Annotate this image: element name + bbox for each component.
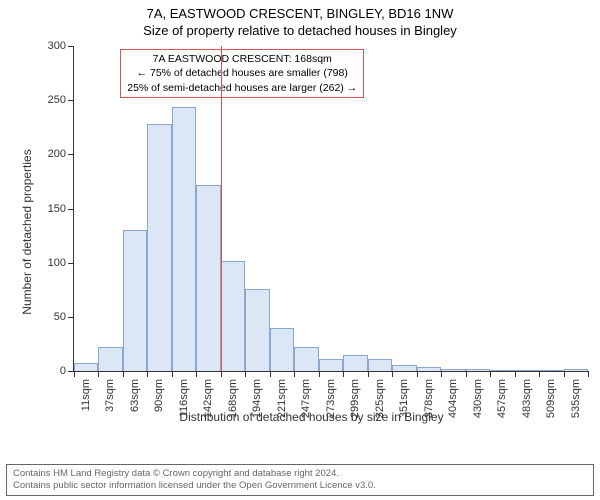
x-tick — [319, 371, 320, 377]
histogram-bar — [539, 370, 563, 371]
annotation-line: 7A EASTWOOD CRESCENT: 168sqm — [127, 52, 357, 66]
x-tick — [294, 371, 295, 377]
histogram-bar — [466, 369, 490, 371]
histogram-bar — [123, 230, 147, 371]
x-tick — [270, 371, 271, 377]
y-tick-label: 150 — [48, 203, 74, 215]
x-tick — [441, 371, 442, 377]
histogram-bar — [319, 359, 343, 371]
y-tick-label: 0 — [60, 365, 74, 377]
x-tick — [196, 371, 197, 377]
x-tick-label: 63sqm — [129, 379, 141, 412]
x-tick — [343, 371, 344, 377]
y-tick-label: 300 — [48, 40, 74, 52]
x-tick-label: 37sqm — [104, 379, 116, 412]
y-tick-label: 250 — [48, 94, 74, 106]
footer-attribution: Contains HM Land Registry data © Crown c… — [6, 464, 594, 496]
chart-subtitle: Size of property relative to detached ho… — [0, 23, 600, 38]
histogram-bar — [98, 347, 122, 371]
y-tick-label: 50 — [54, 311, 74, 323]
histogram-bar — [245, 289, 269, 371]
x-tick — [515, 371, 516, 377]
x-tick-label: 90sqm — [153, 379, 165, 412]
histogram-bar — [172, 107, 196, 371]
histogram-bar — [147, 124, 171, 371]
x-tick — [539, 371, 540, 377]
x-axis-label: Distribution of detached houses by size … — [179, 410, 443, 424]
histogram-bar — [294, 347, 318, 371]
x-tick-label: 509sqm — [545, 379, 557, 418]
annotation-line: ← 75% of detached houses are smaller (79… — [127, 66, 357, 80]
x-tick-label: 11sqm — [80, 379, 92, 411]
x-tick — [98, 371, 99, 377]
x-tick-label: 535sqm — [570, 379, 582, 418]
x-tick — [417, 371, 418, 377]
chart-title-block: 7A, EASTWOOD CRESCENT, BINGLEY, BD16 1NW… — [0, 0, 600, 38]
x-tick-label: 404sqm — [447, 379, 459, 418]
y-axis-label: Number of detached properties — [20, 149, 34, 314]
histogram-bar — [74, 363, 98, 371]
histogram-bar — [515, 370, 539, 371]
annotation-box: 7A EASTWOOD CRESCENT: 168sqm← 75% of det… — [120, 49, 364, 98]
histogram-bar — [368, 359, 392, 371]
x-tick — [123, 371, 124, 377]
x-tick — [392, 371, 393, 377]
x-tick — [74, 371, 75, 377]
x-tick — [368, 371, 369, 377]
x-tick — [466, 371, 467, 377]
y-tick-label: 200 — [48, 148, 74, 160]
histogram-bar — [270, 328, 294, 371]
x-tick-label: 430sqm — [472, 379, 484, 418]
chart-container: Number of detached properties 7A EASTWOO… — [35, 46, 588, 418]
histogram-bar — [417, 367, 441, 371]
footer-line-2: Contains public sector information licen… — [13, 480, 587, 492]
histogram-bar — [196, 185, 220, 371]
x-tick — [588, 371, 589, 377]
plot-area: 7A EASTWOOD CRESCENT: 168sqm← 75% of det… — [73, 46, 588, 372]
x-tick-label: 483sqm — [521, 379, 533, 418]
reference-line — [221, 46, 222, 371]
histogram-bar — [221, 261, 245, 372]
histogram-bar — [343, 355, 367, 371]
histogram-bar — [564, 369, 588, 371]
histogram-bar — [441, 369, 465, 371]
chart-title: 7A, EASTWOOD CRESCENT, BINGLEY, BD16 1NW — [0, 6, 600, 21]
x-tick — [147, 371, 148, 377]
histogram-bar — [392, 365, 416, 372]
x-tick — [221, 371, 222, 377]
x-tick-label: 457sqm — [496, 379, 508, 418]
y-tick-label: 100 — [48, 257, 74, 269]
annotation-line: 25% of semi-detached houses are larger (… — [127, 81, 357, 95]
x-tick — [245, 371, 246, 377]
x-tick — [490, 371, 491, 377]
x-tick — [172, 371, 173, 377]
footer-line-1: Contains HM Land Registry data © Crown c… — [13, 468, 587, 480]
x-tick — [564, 371, 565, 377]
histogram-bar — [490, 370, 514, 371]
